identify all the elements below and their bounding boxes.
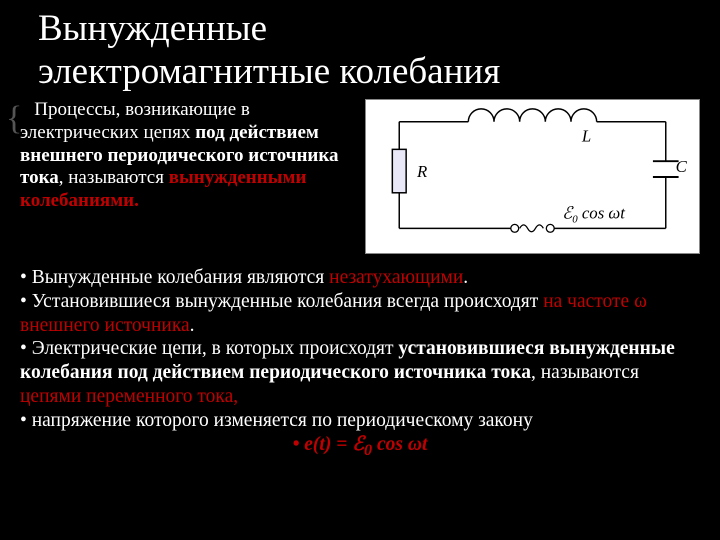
intro-p3: , называются — [59, 167, 169, 188]
b4a: • напряжение которого изменяется по пери… — [20, 410, 533, 431]
bullet-list: • Вынужденные колебания являются незатух… — [20, 266, 700, 460]
b1b: незатухающими — [329, 267, 463, 288]
b2a: • Установившиеся вынужденные колебания в… — [20, 291, 543, 312]
label-L: L — [581, 127, 591, 146]
bullet-4: • напряжение которого изменяется по пери… — [20, 409, 700, 433]
decorative-brace: { — [6, 100, 22, 138]
b2c: . — [190, 315, 195, 336]
circuit-diagram: L R C ℰ0 co — [365, 99, 700, 254]
slide: { Вынужденные электромагнитные колебания… — [0, 0, 720, 540]
title-line-2: электромагнитные колебания — [38, 51, 500, 92]
circuit-svg: L R C ℰ0 co — [366, 100, 699, 253]
bullet-3: • Электрические цепи, в которых происход… — [20, 337, 700, 408]
b1a: • Вынужденные колебания являются — [20, 267, 329, 288]
b3d: цепями переменного тока, — [20, 386, 238, 407]
b3c: , называются — [531, 362, 639, 383]
formula: • e(t) = ℰ0 cos ωt — [293, 434, 428, 455]
title-line-1: Вынужденные — [38, 8, 267, 49]
b1c: . — [463, 267, 468, 288]
b3a: • Электрические цепи, в которых происход… — [20, 338, 398, 359]
intro-row: Процессы, возникающие в электрических це… — [20, 99, 700, 254]
bullet-2: • Установившиеся вынужденные колебания в… — [20, 290, 700, 338]
formula-line: • e(t) = ℰ0 cos ωt — [20, 433, 700, 461]
label-R: R — [416, 162, 427, 181]
bullet-1: • Вынужденные колебания являются незатух… — [20, 266, 700, 290]
intro-text: Процессы, возникающие в электрических це… — [20, 99, 355, 213]
slide-title: Вынужденные электромагнитные колебания — [38, 8, 700, 93]
label-C: C — [676, 157, 688, 176]
label-src: ℰ0 cos ωt — [562, 204, 625, 226]
